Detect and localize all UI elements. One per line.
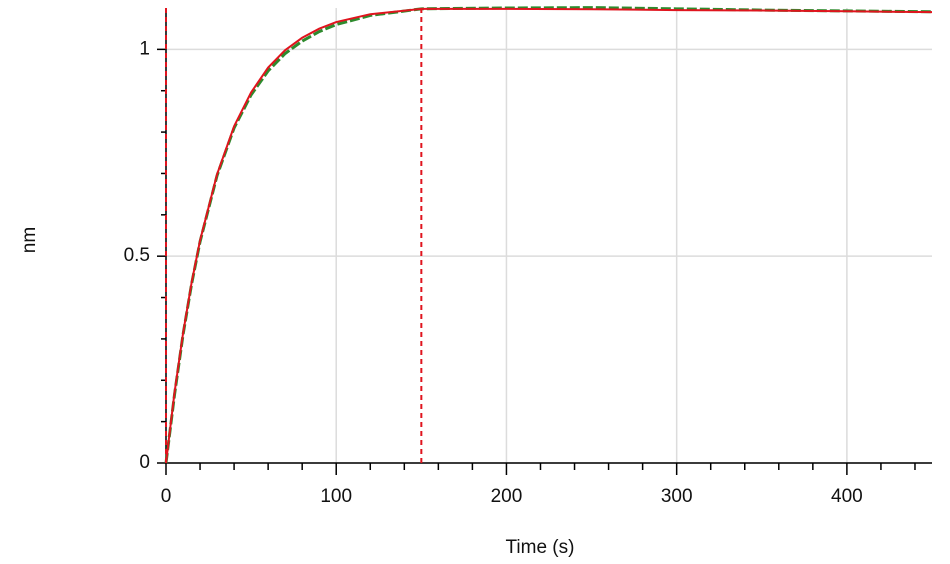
x-tick-label: 200 — [491, 486, 523, 507]
y-axis-label: nm — [19, 227, 40, 253]
y-tick-label: 0 — [139, 452, 150, 473]
y-tick-label: 0.5 — [124, 245, 150, 266]
data-line — [164, 6, 933, 464]
x-tick-label: 300 — [661, 486, 693, 507]
y-tick-label: 1 — [139, 38, 150, 59]
data-line — [165, 7, 933, 464]
x-tick-label: 400 — [831, 486, 863, 507]
x-tick-label: 100 — [320, 486, 352, 507]
x-tick-label: 0 — [161, 486, 172, 507]
x-axis-label: Time (s) — [506, 537, 575, 558]
